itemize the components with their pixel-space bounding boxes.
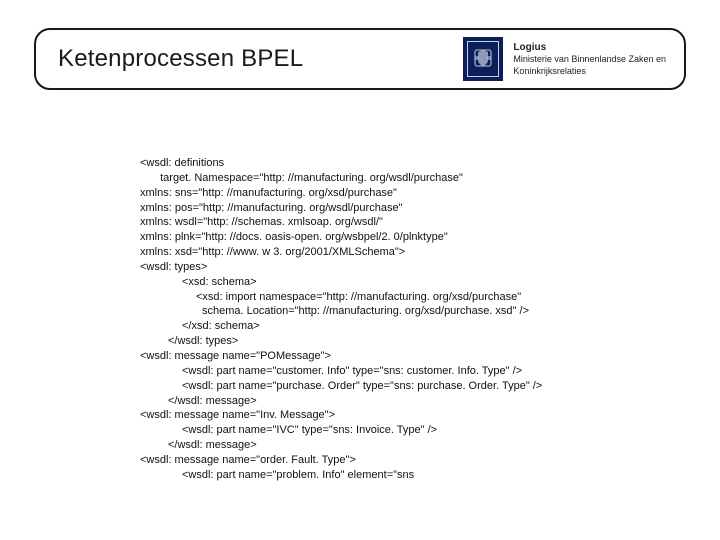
header-frame: Ketenprocessen BPEL Logius Ministerie va… [34,28,686,90]
code-line: xmlns: wsdl="http: //schemas. xmlsoap. o… [140,215,664,230]
crest-icon [463,37,503,81]
code-line: xmlns: plnk="http: //docs. oasis-open. o… [140,230,664,245]
code-line: </wsdl: message> [140,438,664,453]
logo-subtitle-1: Ministerie van Binnenlandse Zaken en [513,54,666,66]
code-line: </wsdl: message> [140,394,664,409]
code-line: xmlns: xsd="http: //www. w 3. org/2001/X… [140,245,664,260]
coat-of-arms-icon [472,46,494,72]
code-line: <wsdl: message name="Inv. Message"> [140,408,664,423]
code-line: <wsdl: part name="problem. Info" element… [140,468,664,483]
code-line: <wsdl: types> [140,260,664,275]
code-line: </wsdl: types> [140,334,664,349]
logo-subtitle-2: Koninkrijksrelaties [513,66,666,78]
code-line: <wsdl: message name="POMessage"> [140,349,664,364]
code-line: xmlns: sns="http: //manufacturing. org/x… [140,186,664,201]
code-line: <xsd: schema> [140,275,664,290]
code-line: xmlns: pos="http: //manufacturing. org/w… [140,201,664,216]
code-line: <wsdl: part name="IVC" type="sns: Invoic… [140,423,664,438]
logo-block: Logius Ministerie van Binnenlandse Zaken… [463,37,666,81]
code-line: <wsdl: message name="order. Fault. Type"… [140,453,664,468]
code-line: <xsd: import namespace="http: //manufact… [140,290,664,305]
wsdl-code-block: <wsdl: definitions target. Namespace="ht… [140,156,664,483]
code-line: <wsdl: part name="purchase. Order" type=… [140,379,664,394]
logo-text: Logius Ministerie van Binnenlandse Zaken… [513,41,666,77]
code-line: schema. Location="http: //manufacturing.… [140,304,664,319]
code-line: <wsdl: part name="customer. Info" type="… [140,364,664,379]
logo-name: Logius [513,41,666,54]
page-title: Ketenprocessen BPEL [58,45,303,73]
code-line: target. Namespace="http: //manufacturing… [140,171,664,186]
code-line: </xsd: schema> [140,319,664,334]
code-line: <wsdl: definitions [140,156,664,171]
